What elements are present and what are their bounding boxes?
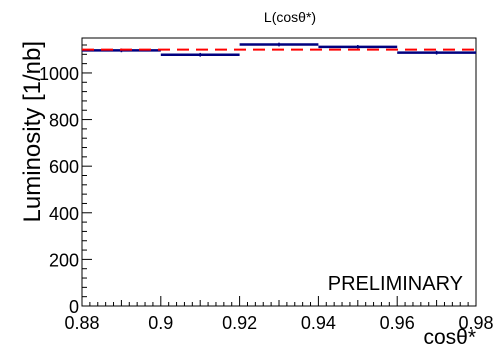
y-tick-label: 1000 [39,64,79,84]
tick-labels: 0.88 0.9 0.92 0.94 0.96 0.98 0 200 400 600 800 1000 [39,64,494,333]
y-tick-label: 400 [49,204,79,224]
x-tick-label: 0.98 [458,313,493,333]
y-axis-title: Luminosity [1/nb] [19,41,46,222]
plot-frame [81,37,477,307]
x-tick-label: 0.92 [222,313,257,333]
x-tick-label: 0.9 [148,313,173,333]
x-tick-label: 0.94 [301,313,336,333]
chart-title: L(cosθ*) [264,9,316,25]
y-tick-label: 200 [49,250,79,270]
x-axis-title: cosθ* [423,326,476,349]
y-tick-label: 0 [69,297,79,317]
y-tick-label: 600 [49,157,79,177]
preliminary-label: PRELIMINARY [328,273,463,295]
y-tick-label: 800 [49,111,79,131]
tick-marks [81,44,477,307]
data-series [82,42,476,57]
x-tick-label: 0.88 [64,313,99,333]
x-tick-label: 0.96 [380,313,415,333]
axes [81,37,477,307]
